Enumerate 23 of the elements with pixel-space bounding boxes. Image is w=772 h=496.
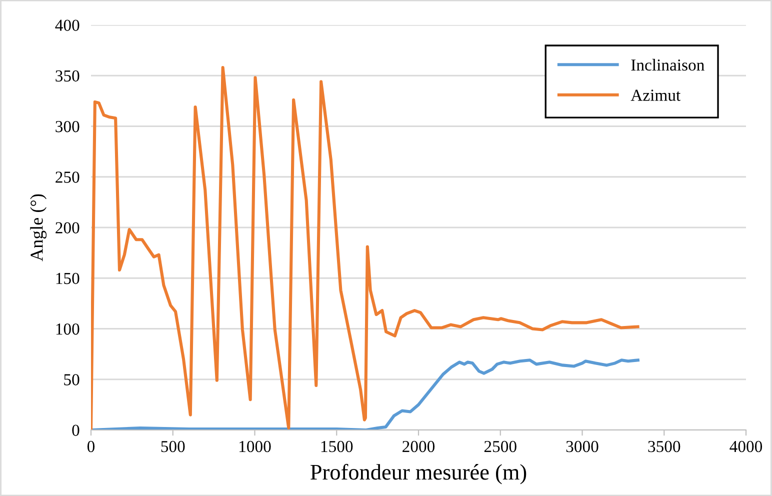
x-tick-label: 500 (161, 440, 185, 452)
y-tick-label: 50 (64, 374, 80, 386)
x-tick-label: 1000 (240, 440, 271, 452)
x-axis-title: Profondeur mesurée (m) (310, 464, 526, 484)
x-tick-label: 4000 (730, 440, 762, 452)
x-tick-label: 2000 (402, 440, 435, 452)
x-tick-label: 2500 (484, 440, 516, 452)
line-series (91, 358, 640, 430)
y-tick-label: 300 (56, 120, 80, 132)
y-tick-label: 350 (56, 70, 80, 82)
x-tick-label: 3000 (566, 440, 598, 452)
x-tick-label: 0 (87, 440, 95, 452)
y-tick-label: 0 (72, 424, 80, 436)
x-tick-label: 3500 (648, 440, 680, 452)
y-tick-label: 150 (56, 272, 80, 284)
y-tick-label: 200 (56, 222, 80, 234)
y-tick-label: 100 (56, 323, 80, 335)
y-axis-title: Angle (°) (30, 194, 47, 262)
y-tick-label: 250 (56, 172, 80, 183)
y-tick-label: 400 (55, 20, 80, 31)
legend-label: Azimut (630, 90, 681, 101)
legend-label: Inclinaison (631, 58, 704, 71)
x-tick-label: 1500 (321, 440, 353, 452)
